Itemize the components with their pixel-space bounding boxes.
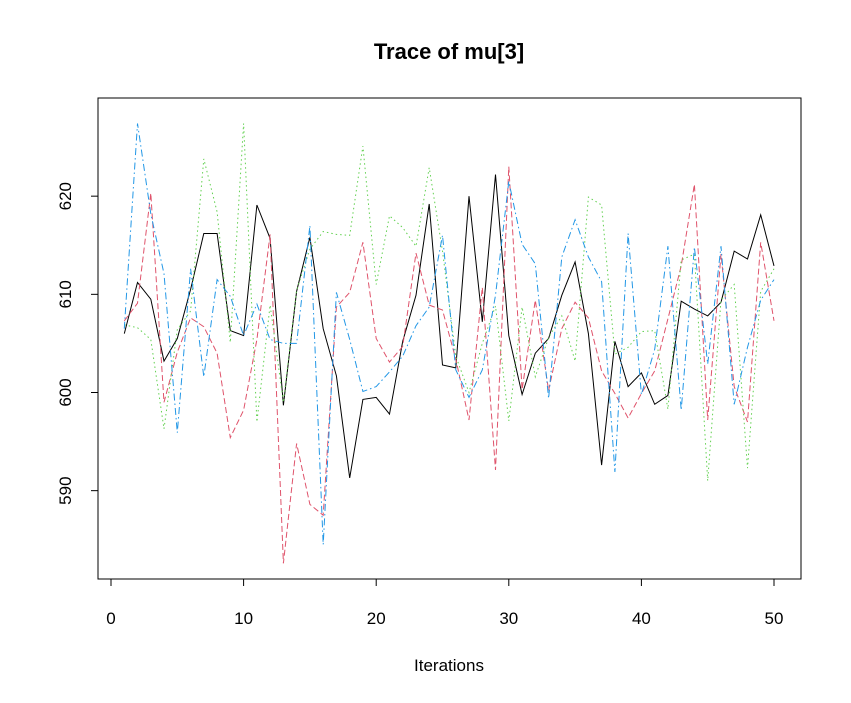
x-tick-label: 40 — [632, 609, 651, 628]
series-line-1 — [123, 174, 775, 478]
y-tick-label: 600 — [56, 378, 75, 406]
x-tick-label: 10 — [234, 609, 253, 628]
y-tick-label: 610 — [56, 280, 75, 308]
y-axis: 590 600 610 620 — [56, 182, 99, 505]
series-line-4 — [123, 123, 775, 545]
x-tick-label: 30 — [499, 609, 518, 628]
plot-frame — [97, 97, 802, 580]
chart-title: Trace of mu[3] — [374, 39, 524, 64]
x-tick-label: 20 — [367, 609, 386, 628]
y-tick-label: 620 — [56, 182, 75, 210]
series-line-2 — [123, 166, 775, 564]
x-axis-label: Iterations — [414, 656, 484, 675]
x-tick-label: 0 — [106, 609, 115, 628]
x-tick-label: 50 — [765, 609, 784, 628]
y-tick-label: 590 — [56, 476, 75, 504]
x-axis: 0 10 20 30 40 50 — [106, 578, 784, 628]
series-layer — [123, 123, 775, 564]
